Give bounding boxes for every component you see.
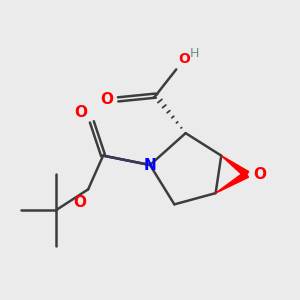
Text: O: O xyxy=(178,52,190,66)
Polygon shape xyxy=(216,172,248,193)
Text: O: O xyxy=(100,92,114,107)
Text: O: O xyxy=(254,167,266,182)
Polygon shape xyxy=(221,156,249,177)
Text: O: O xyxy=(74,105,87,120)
Text: N: N xyxy=(144,158,156,172)
Text: O: O xyxy=(73,195,86,210)
Text: H: H xyxy=(190,47,200,60)
